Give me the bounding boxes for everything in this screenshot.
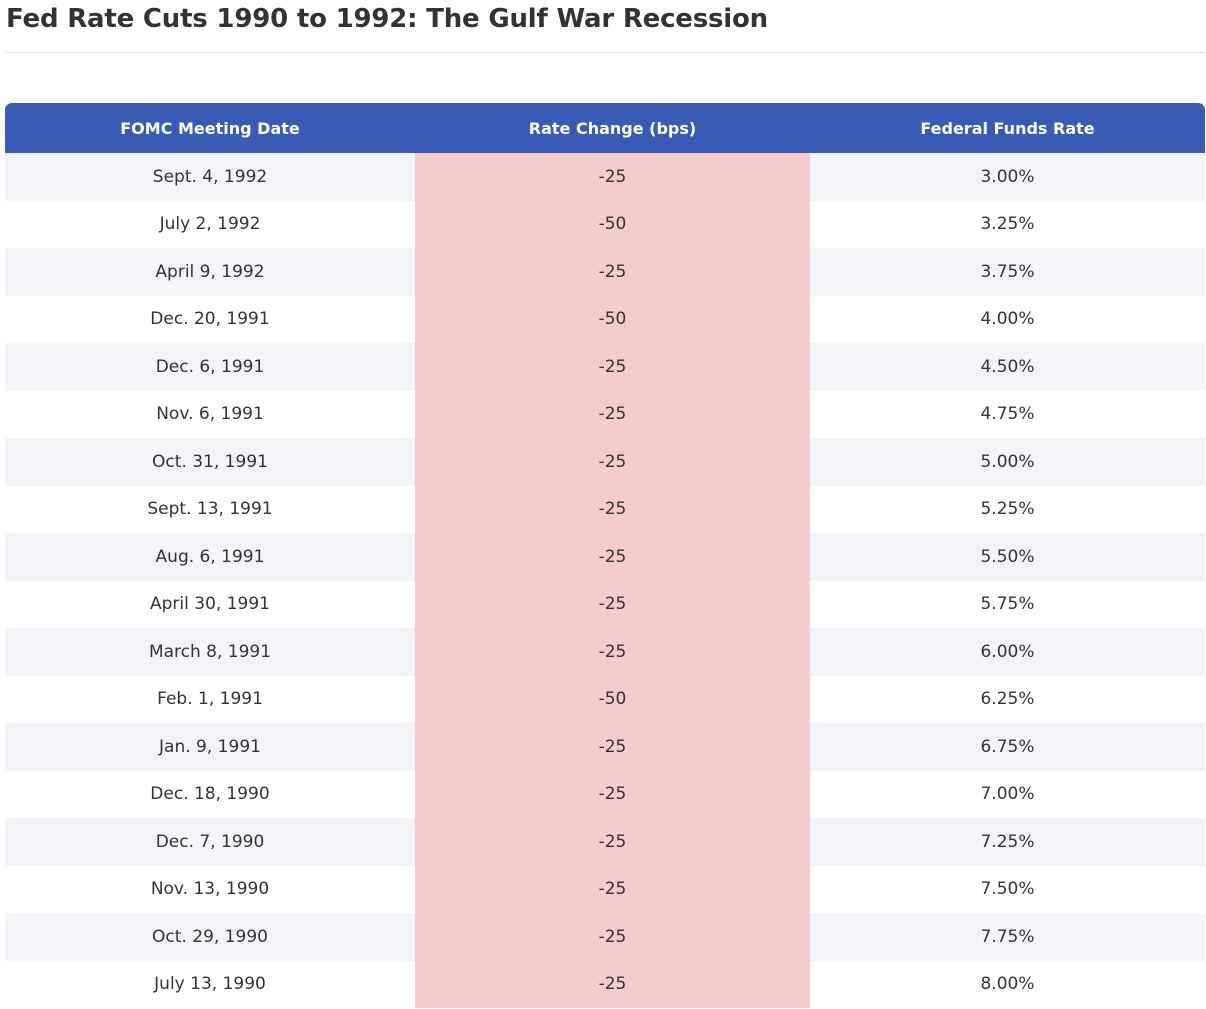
funds-rate-cell: 7.75%	[980, 926, 1035, 947]
column-header-meeting-date: FOMC Meeting Date	[120, 118, 300, 138]
rate-change-cell: -50	[415, 675, 810, 723]
meeting-date-cell: July 2, 1992	[159, 214, 261, 235]
funds-rate-cell: 5.50%	[980, 546, 1035, 567]
column-header-rate-change: Rate Change (bps)	[528, 118, 697, 138]
meeting-date-cell: Dec. 7, 1990	[155, 831, 265, 852]
funds-rate-cell: 4.50%	[980, 356, 1035, 377]
meeting-date-cell: Sept. 13, 1991	[147, 499, 273, 520]
funds-rate-cell: 4.75%	[980, 404, 1035, 425]
meeting-date-cell: Dec. 20, 1991	[150, 309, 270, 330]
meeting-date-cell: March 8, 1991	[148, 641, 272, 662]
table-header: FOMC Meeting Date Rate Change (bps) Fede…	[5, 103, 1205, 153]
meeting-date-cell: April 30, 1991	[150, 594, 270, 615]
funds-rate-cell: 3.25%	[980, 214, 1035, 235]
rate-change-cell: -25	[415, 533, 810, 581]
table-row: July 13, 1990 -25 8.00%	[5, 960, 1205, 1008]
table-row: Jan. 9, 1991 -25 6.75%	[5, 723, 1205, 771]
table-header-row: FOMC Meeting Date Rate Change (bps) Fede…	[5, 103, 1205, 153]
rate-change-cell: -25	[415, 770, 810, 818]
rate-change-cell: -25	[415, 248, 810, 296]
funds-rate-cell: 5.00%	[980, 451, 1035, 472]
funds-rate-cell: 7.00%	[980, 784, 1035, 805]
table-row: April 9, 1992 -25 3.75%	[5, 248, 1205, 296]
table-row: Nov. 13, 1990 -25 7.50%	[5, 865, 1205, 913]
meeting-date-cell: Dec. 18, 1990	[150, 784, 270, 805]
funds-rate-cell: 3.75%	[980, 261, 1035, 282]
rate-change-cell: -25	[415, 865, 810, 913]
rate-change-cell: -50	[415, 200, 810, 248]
table-row: Sept. 13, 1991 -25 5.25%	[5, 485, 1205, 533]
table-row: Oct. 29, 1990 -25 7.75%	[5, 913, 1205, 961]
funds-rate-cell: 5.75%	[980, 594, 1035, 615]
funds-rate-cell: 3.00%	[980, 166, 1035, 187]
table-row: Dec. 18, 1990 -25 7.00%	[5, 770, 1205, 818]
meeting-date-cell: Dec. 6, 1991	[155, 356, 265, 377]
table-row: Aug. 6, 1991 -25 5.50%	[5, 533, 1205, 581]
rate-change-cell: -25	[415, 153, 810, 201]
rate-change-cell: -25	[415, 913, 810, 961]
page-title: Fed Rate Cuts 1990 to 1992: The Gulf War…	[6, 4, 768, 34]
meeting-date-cell: Oct. 29, 1990	[152, 926, 268, 947]
rate-change-cell: -50	[415, 295, 810, 343]
rate-change-cell: -25	[415, 818, 810, 866]
table-row: April 30, 1991 -25 5.75%	[5, 580, 1205, 628]
table-row: Dec. 6, 1991 -25 4.50%	[5, 343, 1205, 391]
funds-rate-cell: 7.25%	[980, 831, 1035, 852]
table-row: Oct. 31, 1991 -25 5.00%	[5, 438, 1205, 486]
rate-change-cell: -25	[415, 960, 810, 1008]
funds-rate-cell: 6.00%	[980, 641, 1035, 662]
table-row: Sept. 4, 1992 -25 3.00%	[5, 153, 1205, 201]
funds-rate-cell: 6.25%	[980, 689, 1035, 710]
column-header-funds-rate: Federal Funds Rate	[920, 118, 1095, 138]
rate-change-cell: -25	[415, 628, 810, 676]
title-divider	[6, 52, 1205, 53]
rate-cuts-table: FOMC Meeting Date Rate Change (bps) Fede…	[5, 103, 1205, 1008]
meeting-date-cell: Jan. 9, 1991	[159, 736, 261, 757]
funds-rate-cell: 7.50%	[980, 879, 1035, 900]
rate-cuts-table-container: FOMC Meeting Date Rate Change (bps) Fede…	[5, 103, 1205, 1008]
table-row: Nov. 6, 1991 -25 4.75%	[5, 390, 1205, 438]
table-row: March 8, 1991 -25 6.00%	[5, 628, 1205, 676]
rate-change-cell: -25	[415, 723, 810, 771]
meeting-date-cell: April 9, 1992	[155, 261, 265, 282]
table-row: Feb. 1, 1991 -50 6.25%	[5, 675, 1205, 723]
funds-rate-cell: 6.75%	[980, 736, 1035, 757]
meeting-date-cell: Oct. 31, 1991	[152, 451, 268, 472]
table-row: Dec. 20, 1991 -50 4.00%	[5, 295, 1205, 343]
rate-change-cell: -25	[415, 485, 810, 533]
funds-rate-cell: 4.00%	[980, 309, 1035, 330]
rate-change-cell: -25	[415, 343, 810, 391]
funds-rate-cell: 5.25%	[980, 499, 1035, 520]
meeting-date-cell: Aug. 6, 1991	[155, 546, 265, 567]
funds-rate-cell: 8.00%	[980, 974, 1035, 995]
meeting-date-cell: Nov. 13, 1990	[150, 879, 270, 900]
table-body: Sept. 4, 1992 -25 3.00% July 2, 1992 -50 3.25…	[5, 153, 1205, 1008]
meeting-date-cell: July 13, 1990	[154, 974, 266, 995]
meeting-date-cell: Sept. 4, 1992	[152, 166, 268, 187]
table-row: Dec. 7, 1990 -25 7.25%	[5, 818, 1205, 866]
rate-change-cell: -25	[415, 390, 810, 438]
rate-change-cell: -25	[415, 580, 810, 628]
rate-change-cell: -25	[415, 438, 810, 486]
meeting-date-cell: Nov. 6, 1991	[156, 404, 264, 425]
table-row: July 2, 1992 -50 3.25%	[5, 200, 1205, 248]
meeting-date-cell: Feb. 1, 1991	[157, 689, 263, 710]
